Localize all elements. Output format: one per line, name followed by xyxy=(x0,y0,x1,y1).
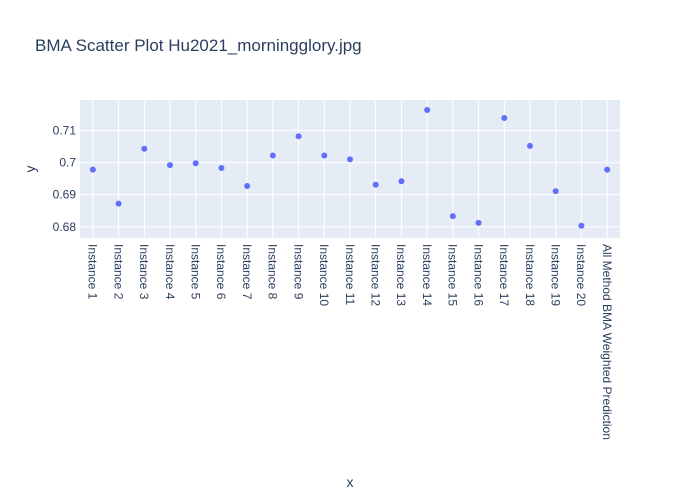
x-tick-label: Instance 9 xyxy=(291,244,305,300)
data-point[interactable] xyxy=(501,114,508,121)
y-axis-title: y xyxy=(22,166,38,173)
data-point[interactable] xyxy=(578,222,585,229)
data-point[interactable] xyxy=(269,152,276,159)
data-point[interactable] xyxy=(552,188,559,195)
y-tick-label: 0.71 xyxy=(53,123,77,137)
x-tick-label: Instance 15 xyxy=(446,244,460,306)
data-point[interactable] xyxy=(192,160,199,167)
x-tick-label: Instance 6 xyxy=(214,244,228,300)
x-tick-label: Instance 1 xyxy=(86,244,100,300)
data-point[interactable] xyxy=(604,166,611,173)
x-tick-labels: Instance 1 Instance 2 Instance 3 Instance 4… xyxy=(86,244,614,440)
y-tick-labels: 0.68 0.69 0.7 0.71 xyxy=(53,123,77,233)
x-tick-label: Instance 5 xyxy=(189,244,203,300)
x-tick-label: Instance 2 xyxy=(111,244,125,300)
x-tick-label: Instance 7 xyxy=(240,244,254,300)
x-tick-label: Instance 13 xyxy=(394,244,408,306)
data-point[interactable] xyxy=(527,142,533,149)
data-point[interactable] xyxy=(89,166,96,173)
x-tick-label: Instance 11 xyxy=(343,244,357,305)
data-point[interactable] xyxy=(295,133,302,140)
y-tick-label: 0.68 xyxy=(53,220,77,234)
data-point[interactable] xyxy=(449,213,456,220)
data-point[interactable] xyxy=(218,165,225,172)
x-tick-label: Instance 18 xyxy=(523,244,537,306)
x-tick-label: Instance 4 xyxy=(163,244,177,300)
x-tick-label: Instance 8 xyxy=(266,244,280,300)
data-point[interactable] xyxy=(167,162,173,169)
y-tick-label: 0.69 xyxy=(53,188,77,202)
x-tick-label: Instance 10 xyxy=(317,244,331,306)
x-tick-label: All Method BMA Weighted Prediction xyxy=(600,244,614,440)
data-point[interactable] xyxy=(115,200,122,207)
x-tick-label: Instance 19 xyxy=(549,244,563,306)
x-tick-label: Instance 14 xyxy=(420,244,434,306)
chart-title: BMA Scatter Plot Hu2021_morningglory.jpg xyxy=(35,36,362,55)
data-point[interactable] xyxy=(321,152,328,159)
data-point[interactable] xyxy=(244,183,251,190)
y-tick-label: 0.7 xyxy=(59,156,76,170)
data-point[interactable] xyxy=(424,106,431,113)
data-point[interactable] xyxy=(372,181,379,188)
x-tick-label: Instance 12 xyxy=(369,244,383,306)
x-tick-label: Instance 16 xyxy=(471,244,485,306)
data-point[interactable] xyxy=(347,156,353,163)
x-axis-title: x xyxy=(347,474,354,490)
data-point[interactable] xyxy=(141,145,148,152)
data-point[interactable] xyxy=(475,219,482,226)
x-tick-label: Instance 20 xyxy=(574,244,588,306)
data-points xyxy=(89,106,611,229)
x-tick-label: Instance 17 xyxy=(497,244,511,306)
data-point[interactable] xyxy=(398,178,405,185)
x-tick-label: Instance 3 xyxy=(137,244,151,300)
